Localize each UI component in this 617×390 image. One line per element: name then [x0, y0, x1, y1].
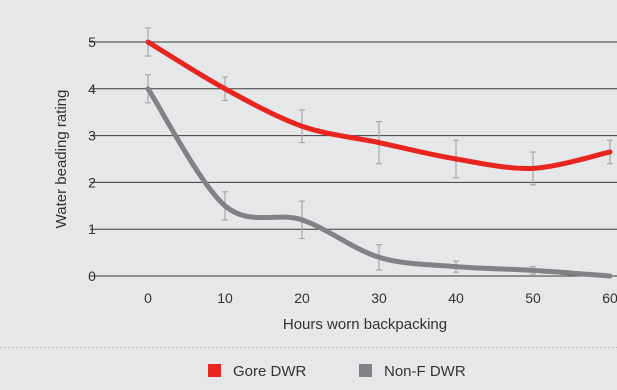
x-tick-label: 20	[294, 290, 310, 306]
x-axis: 0 10 20 30 40 50 60	[144, 290, 617, 306]
y-tick-label: 4	[88, 81, 96, 97]
legend-label: Gore DWR	[233, 363, 307, 380]
y-tick-label: 0	[88, 268, 96, 284]
y-tick-label: 5	[88, 34, 96, 50]
y-tick-label: 2	[88, 174, 96, 190]
legend-swatch	[208, 364, 221, 377]
legend-item-non-f-dwr: Non-F DWR	[359, 363, 466, 380]
x-tick-label: 0	[144, 290, 152, 306]
x-tick-label: 60	[602, 290, 617, 306]
legend-item-gore-dwr: Gore DWR	[208, 363, 307, 380]
x-tick-label: 30	[371, 290, 387, 306]
x-tick-label: 10	[217, 290, 233, 306]
y-axis: 0 1 2 3 4 5	[88, 34, 96, 284]
y-tick-label: 3	[88, 128, 96, 144]
y-axis-title: Water beading rating	[53, 90, 70, 229]
legend: Gore DWR Non-F DWR	[208, 363, 466, 380]
series-lines	[145, 39, 613, 279]
legend-swatch	[359, 364, 372, 377]
x-tick-label: 40	[448, 290, 464, 306]
x-axis-title: Hours worn backpacking	[283, 316, 447, 333]
legend-label: Non-F DWR	[384, 363, 466, 380]
x-tick-label: 50	[525, 290, 541, 306]
y-tick-label: 1	[88, 221, 96, 237]
